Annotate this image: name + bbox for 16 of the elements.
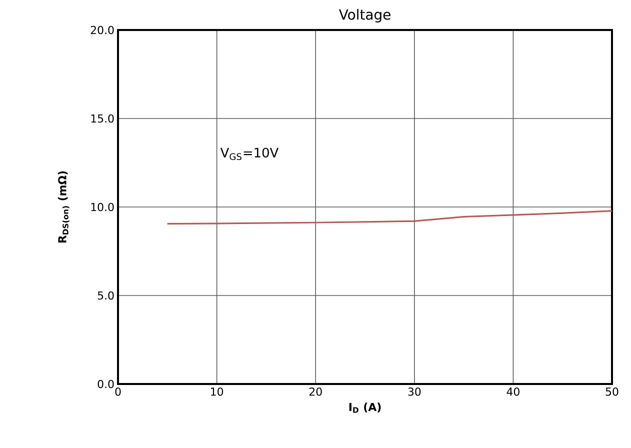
annotation: V$_{GS}$=10V	[220, 148, 279, 160]
y-tick-label: 5.0	[98, 291, 114, 300]
x-tick-label: 30	[408, 388, 421, 396]
y-tick-label: 20.0	[90, 26, 114, 34]
line-series	[166, 210, 612, 225]
x-tick-label: 0	[115, 388, 121, 396]
x-tick-label: 40	[506, 388, 520, 396]
y-tick-label: 10.0	[91, 202, 114, 212]
x-tick-label: 10	[211, 388, 224, 396]
text: R$_{DS(on)}$ (mΩ)	[58, 171, 70, 243]
text: I$_{D}$ (A)	[349, 402, 381, 413]
y-tick-label: 0.0	[98, 380, 114, 388]
y-tick-label: 15.0	[91, 114, 114, 123]
x-tick-label: 50	[606, 388, 618, 396]
x-tick-label: 20	[309, 388, 322, 396]
chart-title: Voltage	[338, 8, 390, 22]
